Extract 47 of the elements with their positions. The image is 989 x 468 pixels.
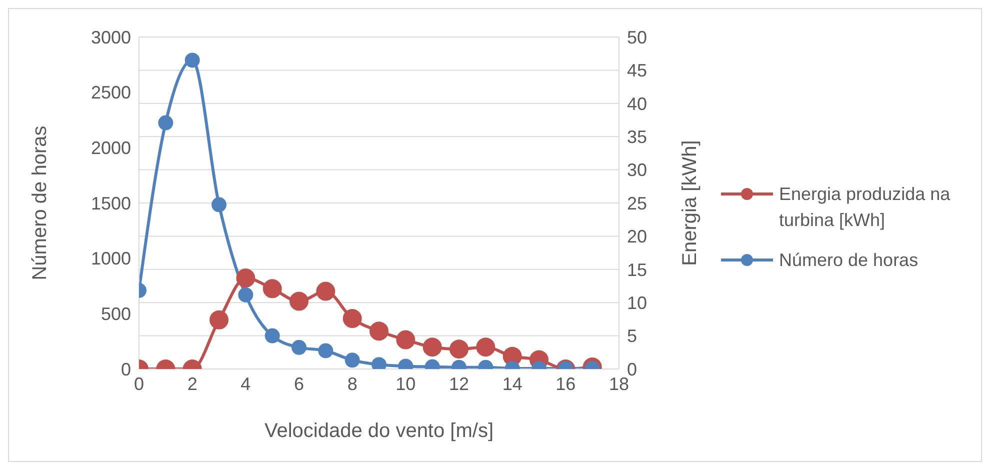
y2-tick-label: 45 xyxy=(627,60,648,81)
y-tick-label: 500 xyxy=(100,304,131,324)
point xyxy=(422,338,442,357)
y-tick-label: 1500 xyxy=(90,193,131,214)
y2-axis-title: Energia [kWh] xyxy=(679,140,702,266)
x-tick-label: 2 xyxy=(187,374,198,394)
y-axis-title: Número de horas xyxy=(29,126,52,280)
y-tick-label: 3000 xyxy=(90,27,131,48)
point xyxy=(210,310,228,330)
x-tick-label: 0 xyxy=(134,374,144,394)
legend-label: Energia produzida na turbina [kWh] xyxy=(779,183,952,232)
point xyxy=(184,52,200,68)
y-tick-label: 1000 xyxy=(90,248,131,269)
y-tick-label: 0 xyxy=(120,359,131,380)
x-tick-label: 8 xyxy=(347,374,358,394)
point xyxy=(396,330,416,350)
point xyxy=(290,292,308,311)
point xyxy=(450,340,468,359)
point xyxy=(476,338,496,357)
point xyxy=(370,322,388,341)
point xyxy=(158,115,174,130)
y2-tick-label: 40 xyxy=(627,94,648,114)
y2-tick-label: 5 xyxy=(627,326,638,346)
x-tick-label: 14 xyxy=(502,374,522,394)
x-tick-label: 16 xyxy=(556,374,576,394)
point xyxy=(212,197,226,212)
x-tick-label: 12 xyxy=(448,374,470,394)
y2-tick-label: 20 xyxy=(627,226,648,247)
y2-tick-label: 35 xyxy=(627,126,648,147)
point xyxy=(342,309,362,328)
x-tick-label: 10 xyxy=(396,374,416,394)
y2-tick-label: 30 xyxy=(627,160,648,180)
legend-label: Número de horas xyxy=(779,249,918,272)
y2-tick-label: 15 xyxy=(627,260,648,280)
y2-tick-label: 0 xyxy=(627,359,638,380)
x-tick-label: 4 xyxy=(240,374,251,394)
x-tick-label: 18 xyxy=(608,374,630,394)
point xyxy=(262,279,282,298)
point xyxy=(236,268,256,288)
y2-tick-label: 10 xyxy=(627,292,648,313)
y-tick-label: 2500 xyxy=(90,82,131,103)
point xyxy=(316,282,336,301)
y2-tick-label: 50 xyxy=(627,27,648,48)
y2-tick-label: 25 xyxy=(627,193,648,214)
y-tick-label: 2000 xyxy=(90,138,131,158)
x-tick-label: 6 xyxy=(294,374,304,394)
x-axis-title: Velocidade do vento [m/s] xyxy=(264,420,494,442)
